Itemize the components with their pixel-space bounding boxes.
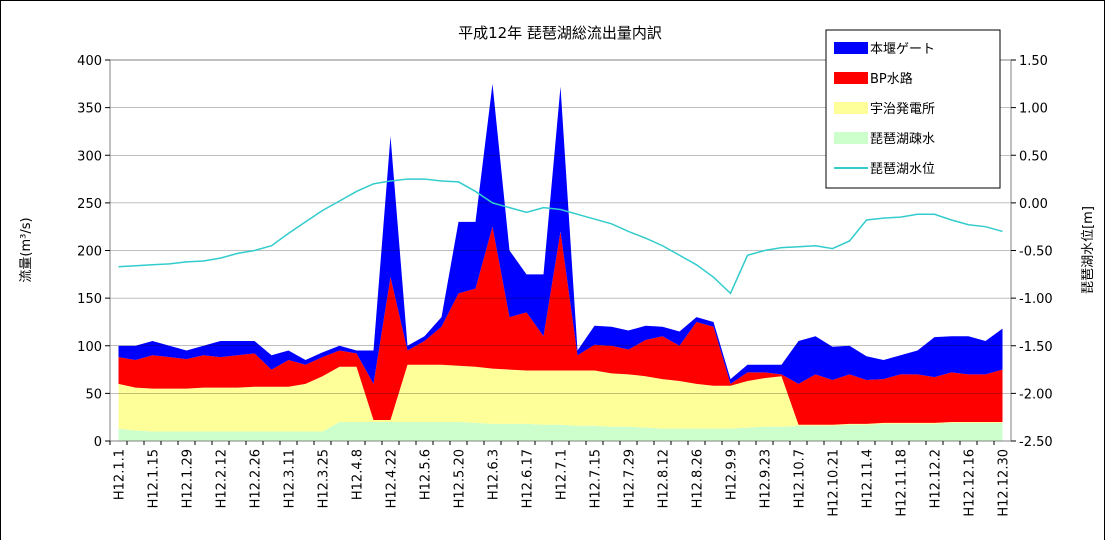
y-axis-title: 流量(m³/s) [19, 217, 34, 282]
x-tick-label: H12.3.25 [317, 449, 332, 508]
y-tick-label: 100 [77, 340, 102, 355]
x-tick-label: H12.7.1 [555, 449, 570, 500]
x-tick-label: H12.11.4 [861, 449, 876, 508]
x-tick-label: H12.6.3 [487, 449, 502, 500]
y-tick-label: 50 [85, 387, 102, 402]
x-tick-label: H12.3.11 [283, 449, 298, 508]
x-tick-label: H12.12.16 [963, 449, 978, 517]
legend-swatch [834, 132, 868, 144]
x-tick-label: H12.6.17 [521, 449, 536, 508]
area [118, 226, 1003, 425]
y-tick-label: 150 [77, 292, 102, 307]
y2-tick-label: -2.00 [1019, 387, 1053, 402]
x-tick-label: H12.7.15 [589, 449, 604, 508]
x-tick-label: H12.1.29 [181, 449, 196, 508]
x-tick-label: H12.1.1 [113, 449, 128, 500]
x-tick-label: H12.8.12 [657, 449, 672, 508]
x-tick-label: H12.10.21 [827, 449, 842, 517]
legend-swatch [834, 72, 868, 84]
chart-title: 平成12年 琵琶湖総流出量内訳 [458, 24, 662, 42]
x-tick-label: H12.2.26 [249, 449, 264, 508]
x-tick-label: H12.10.7 [793, 449, 808, 508]
y-tick-label: 300 [77, 149, 102, 164]
area [118, 421, 1003, 441]
x-tick-label: H12.12.30 [997, 449, 1012, 517]
x-tick-label: H12.1.15 [147, 449, 162, 508]
x-tick-label: H12.5.6 [419, 449, 434, 500]
legend-label: 琵琶湖疎水 [870, 132, 935, 147]
x-tick-label: H12.9.9 [725, 449, 740, 500]
y2-tick-label: 1.00 [1019, 102, 1048, 117]
legend-label: 本堰ゲート [870, 42, 935, 57]
legend-label: BP水路 [870, 71, 913, 87]
y2-tick-label: -0.50 [1019, 245, 1053, 260]
x-tick-label: H12.4.8 [351, 449, 366, 500]
legend-swatch [834, 102, 868, 114]
y2-tick-label: 0.00 [1019, 197, 1048, 212]
area [118, 364, 1003, 432]
legend-label: 琵琶湖水位 [870, 162, 935, 177]
legend-label: 宇治発電所 [870, 102, 935, 117]
y2-tick-label: 1.50 [1019, 54, 1048, 69]
x-tick-label: H12.11.18 [895, 449, 910, 517]
y-tick-label: 200 [77, 245, 102, 260]
area [118, 83, 1003, 384]
x-tick-label: H12.8.26 [691, 449, 706, 508]
y-tick-label: 0 [94, 435, 102, 450]
y-tick-label: 400 [77, 54, 102, 69]
y2-axis-title: 琵琶湖水位[m] [1081, 206, 1096, 294]
y-tick-label: 250 [77, 197, 102, 212]
x-tick-label: H12.9.23 [759, 449, 774, 508]
y2-tick-label: -1.50 [1019, 340, 1053, 355]
y-tick-label: 350 [77, 102, 102, 117]
x-tick-label: H12.5.20 [453, 449, 468, 508]
x-tick-label: H12.4.22 [385, 449, 400, 508]
y2-tick-label: -1.00 [1019, 292, 1053, 307]
line [118, 178, 1003, 295]
x-tick-label: H12.2.12 [215, 449, 230, 508]
x-tick-label: H12.7.29 [623, 449, 638, 508]
x-tick-label: H12.12.2 [929, 449, 944, 508]
y2-tick-label: -2.50 [1019, 435, 1053, 450]
y2-tick-label: 0.50 [1019, 149, 1048, 164]
legend-swatch [834, 42, 868, 54]
